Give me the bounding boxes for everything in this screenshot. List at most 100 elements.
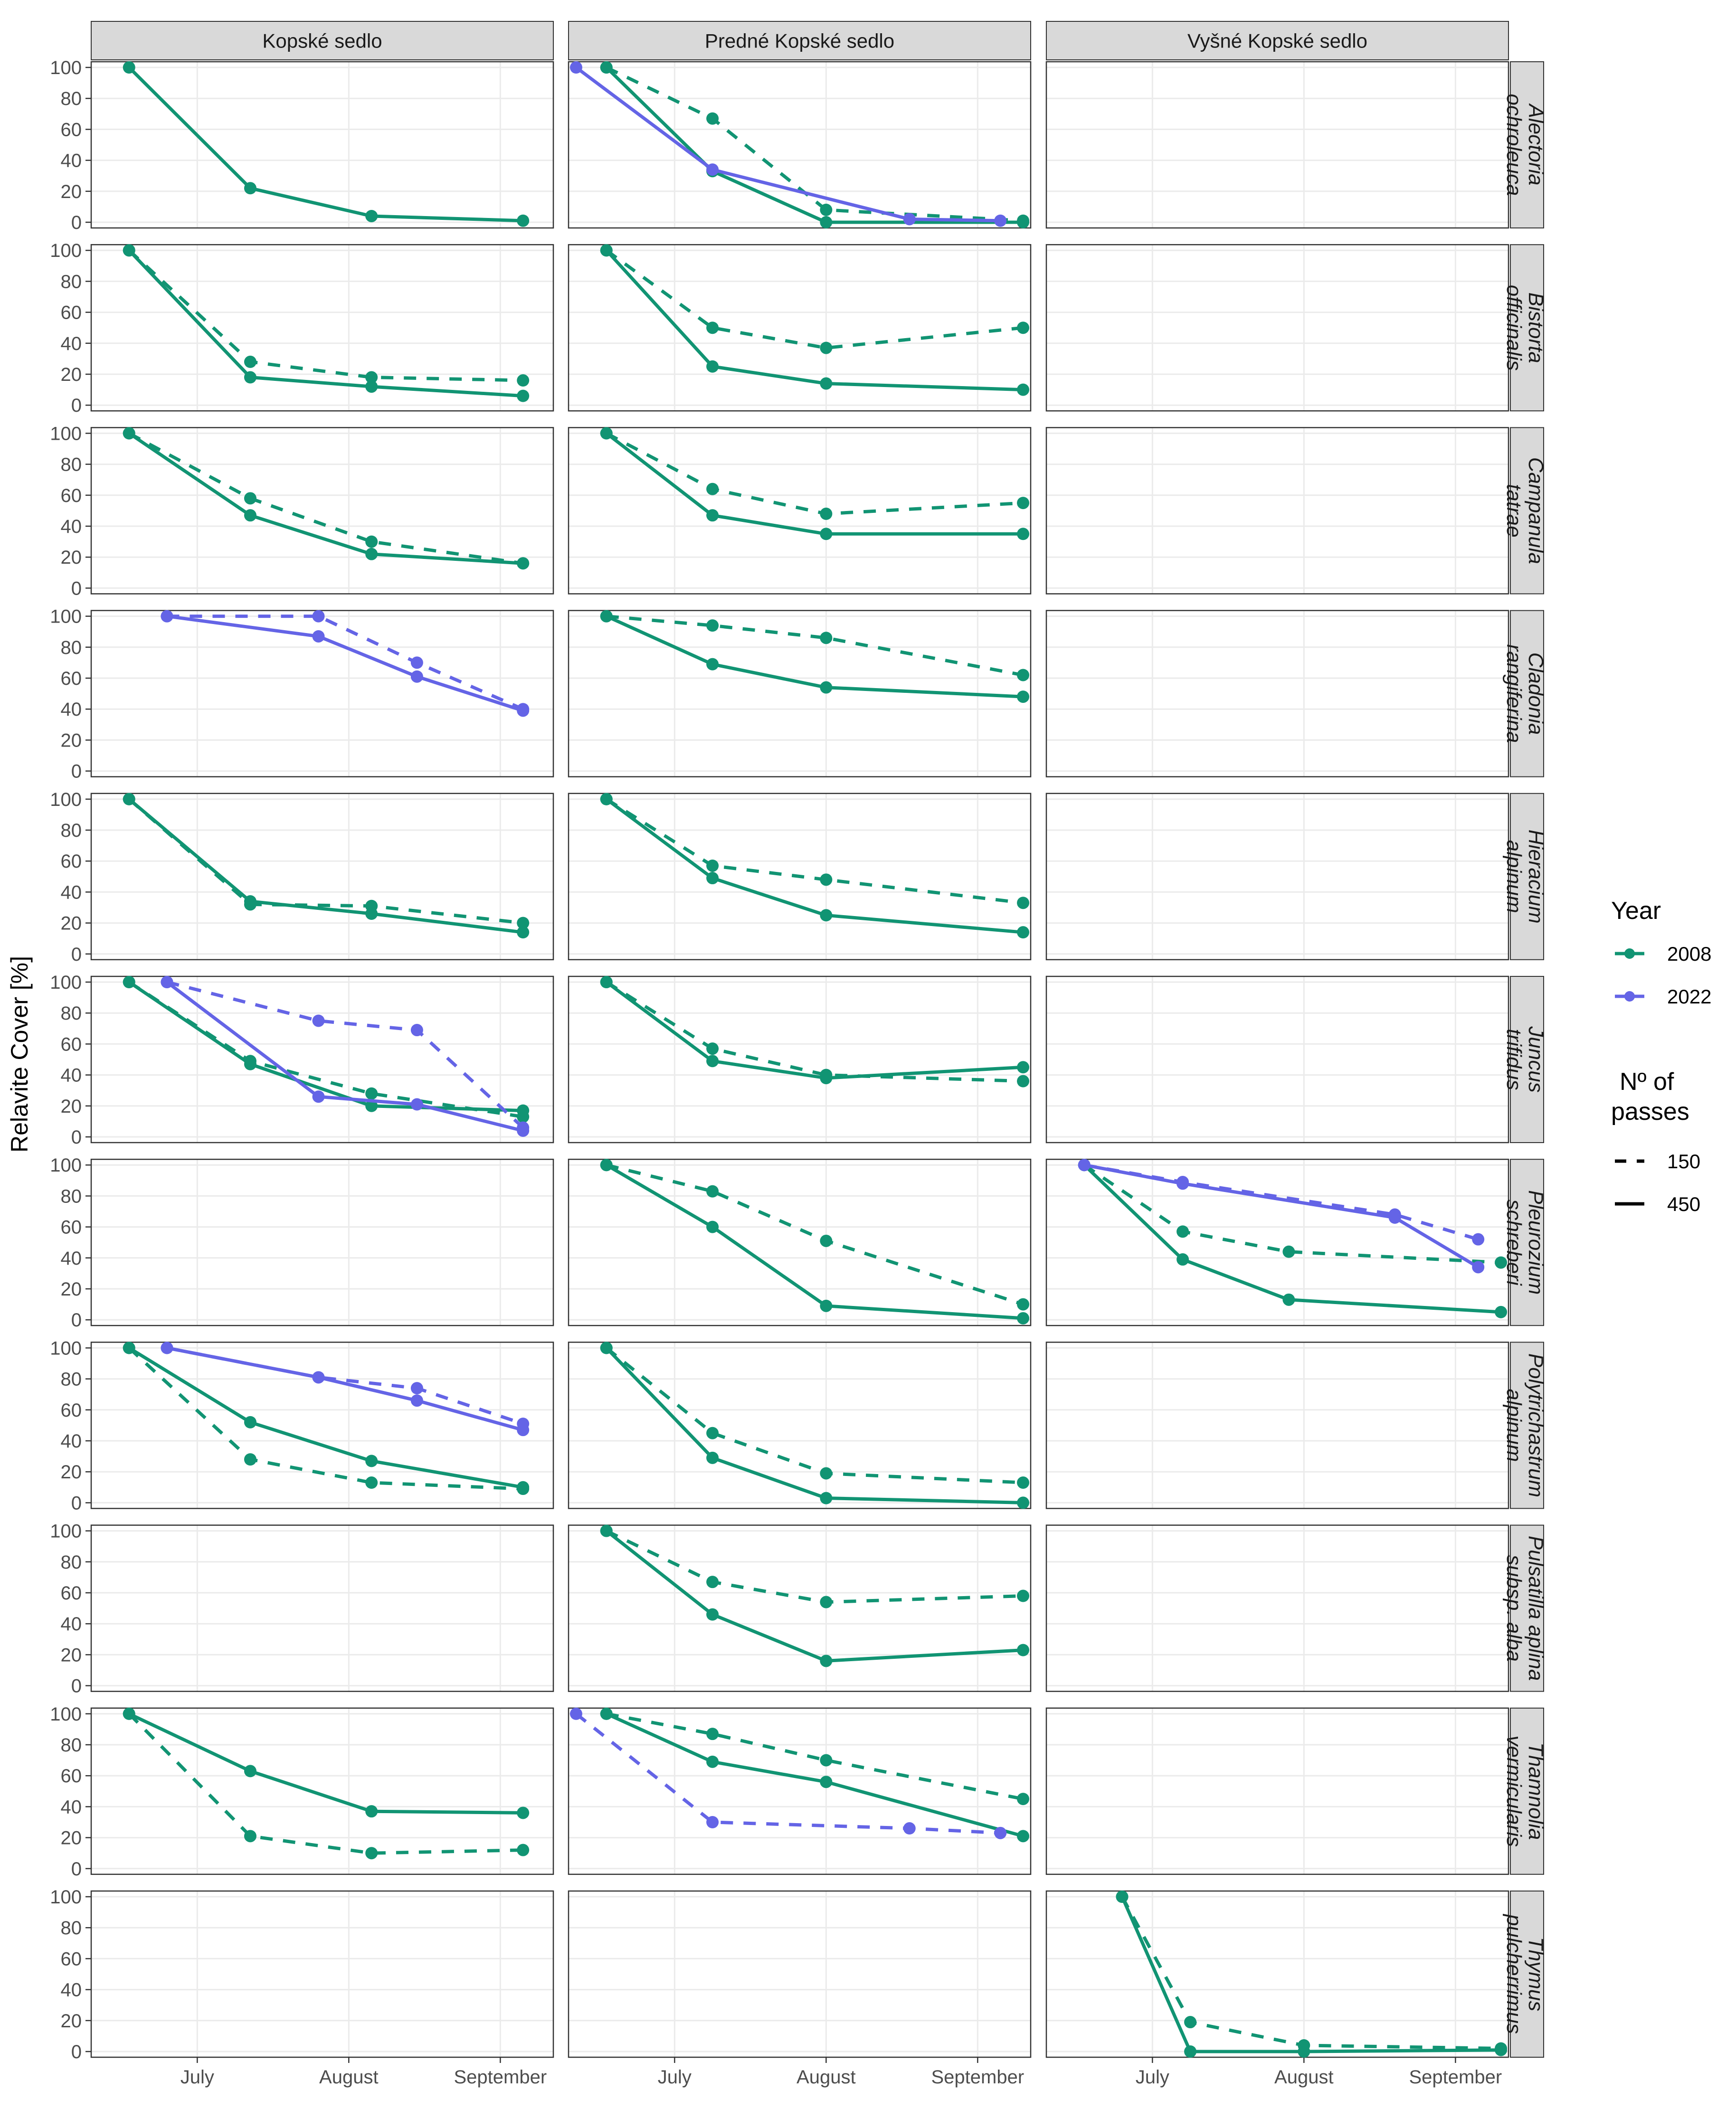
row-strip-label-line-2: alpinum [1502,840,1526,913]
row-strip-label-line-2: ochroleuca [1502,94,1526,196]
y-tick-label: 0 [71,212,82,233]
panel-background [1046,1342,1508,1509]
panel-background [1046,427,1508,594]
y-tick-label: 100 [50,57,82,78]
data-point-2008-450 [820,1072,833,1085]
data-point-2022-150 [410,656,423,669]
data-point-2008-150 [244,1453,256,1466]
y-tick-label: 40 [61,1431,82,1452]
data-point-2008-150 [365,371,378,384]
data-point-2022-150 [410,1024,423,1037]
series-line-2022-150 [575,1712,1001,1835]
data-point-2008-150 [1176,1225,1189,1238]
x-tick-label: July [658,2067,692,2088]
data-point-2008-150 [517,374,530,387]
x-tick-label: August [1274,2067,1334,2088]
data-point-2008-450 [365,380,378,393]
data-point-2008-450 [600,61,613,74]
panel-border [568,427,1032,595]
panel-border [568,1342,1032,1509]
panel-background [569,427,1031,594]
data-point-2008-450 [517,926,530,939]
y-tick-label: 20 [61,913,82,934]
row-strip-label-line-2: vermicularis [1502,1735,1526,1847]
row-strip-label-line-1: Pleurozium [1524,1190,1547,1295]
data-point-2008-450 [244,182,256,195]
data-point-2008-150 [820,1754,833,1767]
legend-passes-title-line-2: passes [1611,1098,1689,1125]
data-point-2008-450 [600,427,613,440]
panel-border [568,61,1032,229]
series-line-2008-150 [128,1712,523,1855]
data-point-2022-450 [410,1394,423,1407]
series-line-2008-150 [605,249,1024,350]
row-strip-8 [1510,1342,1544,1509]
data-point-2008-150 [1282,1245,1295,1258]
data-point-2008-150 [1184,2016,1197,2029]
data-point-2008-150 [1017,497,1030,510]
data-point-2008-150 [1017,1793,1030,1806]
series-line-2008-450 [606,1163,1024,1320]
data-point-2008-450 [820,681,833,694]
data-point-2008-450 [244,1058,256,1070]
panel-border [568,244,1032,412]
data-point-2008-150 [1017,1589,1030,1602]
column-strip-label: Predné Kopské sedlo [705,30,894,52]
data-point-2008-150 [365,1847,378,1860]
panel-border [568,1890,1032,2058]
data-point-2008-150 [706,1427,719,1439]
row-strip-label-line-2: tatrae [1502,484,1526,538]
row-strip-7 [1510,1159,1544,1326]
panel-background [1046,62,1508,228]
panel-background [1046,1891,1508,2057]
data-point-2008-450 [1017,1312,1030,1324]
data-point-2008-450 [1017,383,1030,396]
data-point-2008-150 [706,619,719,632]
row-strip-label-line-1: Alectoria [1524,103,1547,185]
data-point-2022-450 [903,213,916,226]
data-point-2008-450 [820,377,833,390]
y-tick-label: 20 [61,730,82,751]
panel-background [1046,1159,1508,1326]
data-point-2022-450 [1472,1261,1485,1274]
y-tick-label: 100 [50,1338,82,1359]
series-line-2008-450 [1120,1896,1501,2053]
y-tick-label: 20 [61,2011,82,2032]
y-tick-label: 60 [61,303,82,323]
data-point-2008-450 [600,1707,613,1720]
data-point-2008-450 [600,1524,613,1537]
y-tick-label: 100 [50,789,82,810]
data-point-2022-150 [994,1826,1007,1839]
panel-border [90,61,554,229]
data-point-2022-150 [410,1382,423,1395]
series-line-2022-450 [575,66,1001,223]
panel-border [90,1342,554,1509]
legend-key-point-2022 [1624,991,1635,1002]
data-point-2008-150 [706,482,719,495]
data-point-2008-450 [600,1342,613,1354]
legend-passes-title-line-1: Nº of [1620,1068,1674,1096]
y-tick-label: 100 [50,1704,82,1725]
panel-border [1045,1158,1509,1326]
data-point-2008-150 [706,1042,719,1055]
y-tick-label: 40 [61,1248,82,1269]
row-strip-5 [1510,793,1544,960]
data-point-2008-150 [1017,669,1030,681]
data-point-2008-150 [517,1844,530,1856]
y-tick-label: 80 [61,454,82,475]
panel-border [1045,244,1509,412]
data-point-2008-450 [517,389,530,402]
y-tick-label: 40 [61,1065,82,1086]
y-tick-label: 40 [61,882,82,903]
data-point-2022-150 [312,1014,325,1027]
data-point-2008-150 [706,1728,719,1740]
data-point-2008-150 [1017,1075,1030,1088]
data-point-2008-450 [365,908,378,920]
data-point-2008-450 [1184,2045,1197,2058]
y-tick-label: 80 [61,1918,82,1939]
panel-background [91,976,553,1143]
data-point-2022-150 [706,1816,719,1828]
data-point-2008-450 [123,1707,135,1720]
